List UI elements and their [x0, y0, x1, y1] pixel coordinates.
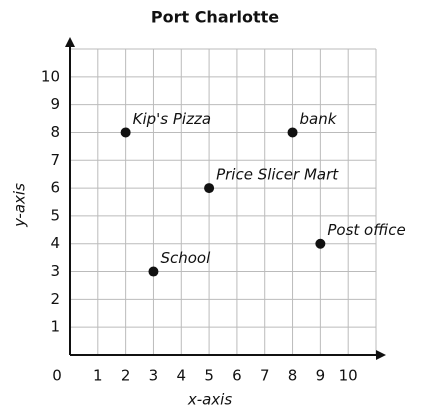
y-tick-label: 6 — [50, 179, 60, 197]
x-tick-label: 8 — [288, 367, 298, 385]
y-tick-label: 3 — [50, 262, 60, 280]
y-tick-label: 1 — [50, 318, 60, 336]
point — [315, 238, 326, 249]
x-axis-label: x-axis — [187, 391, 233, 409]
x-tick-label: 4 — [176, 367, 186, 385]
y-tick-label: 9 — [50, 95, 60, 113]
point — [120, 127, 131, 138]
x-tick-label: 6 — [232, 367, 242, 385]
point-label: bank — [300, 110, 338, 128]
point — [204, 183, 215, 194]
point — [287, 127, 298, 138]
y-tick-label: 8 — [50, 123, 60, 141]
point-label: Post office — [327, 221, 405, 239]
x-tick-label: 5 — [204, 367, 214, 385]
x-tick-label: 0 — [52, 367, 62, 385]
x-tick-label: 1 — [93, 367, 103, 385]
point-label: Kip's Pizza — [133, 110, 211, 128]
point-label: School — [160, 249, 211, 267]
y-tick-label: 10 — [41, 67, 60, 85]
x-tick-label: 7 — [260, 367, 270, 385]
x-tick-label: 3 — [149, 367, 159, 385]
point-label: Price Slicer Mart — [216, 166, 339, 184]
y-tick-label: 7 — [50, 151, 60, 169]
y-tick-label: 2 — [50, 290, 60, 308]
x-tick-label: 2 — [121, 367, 131, 385]
y-tick-label: 5 — [50, 206, 60, 224]
y-axis-label: y-axis — [11, 183, 29, 228]
x-tick-label: 9 — [316, 367, 326, 385]
y-tick-label: 4 — [50, 234, 60, 252]
point — [148, 266, 159, 277]
x-tick-label: 10 — [339, 367, 358, 385]
chart-title: Port Charlotte — [151, 8, 279, 27]
